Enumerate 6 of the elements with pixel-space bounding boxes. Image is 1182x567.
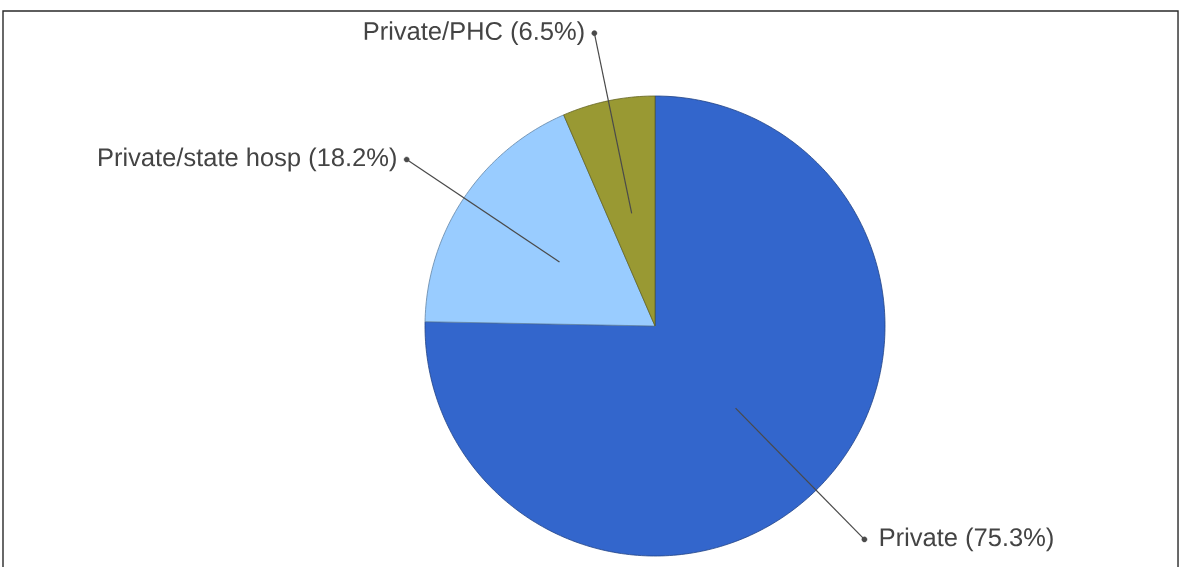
data-label: (6.5%) [511, 21, 584, 46]
data-label: (18.2%) [309, 147, 396, 172]
slice-label: Private [880, 527, 957, 547]
slice-label: Private/PHC [364, 21, 502, 41]
data-label: (75.3%) [966, 527, 1053, 552]
slice-label: Private/state hosp [99, 147, 300, 172]
